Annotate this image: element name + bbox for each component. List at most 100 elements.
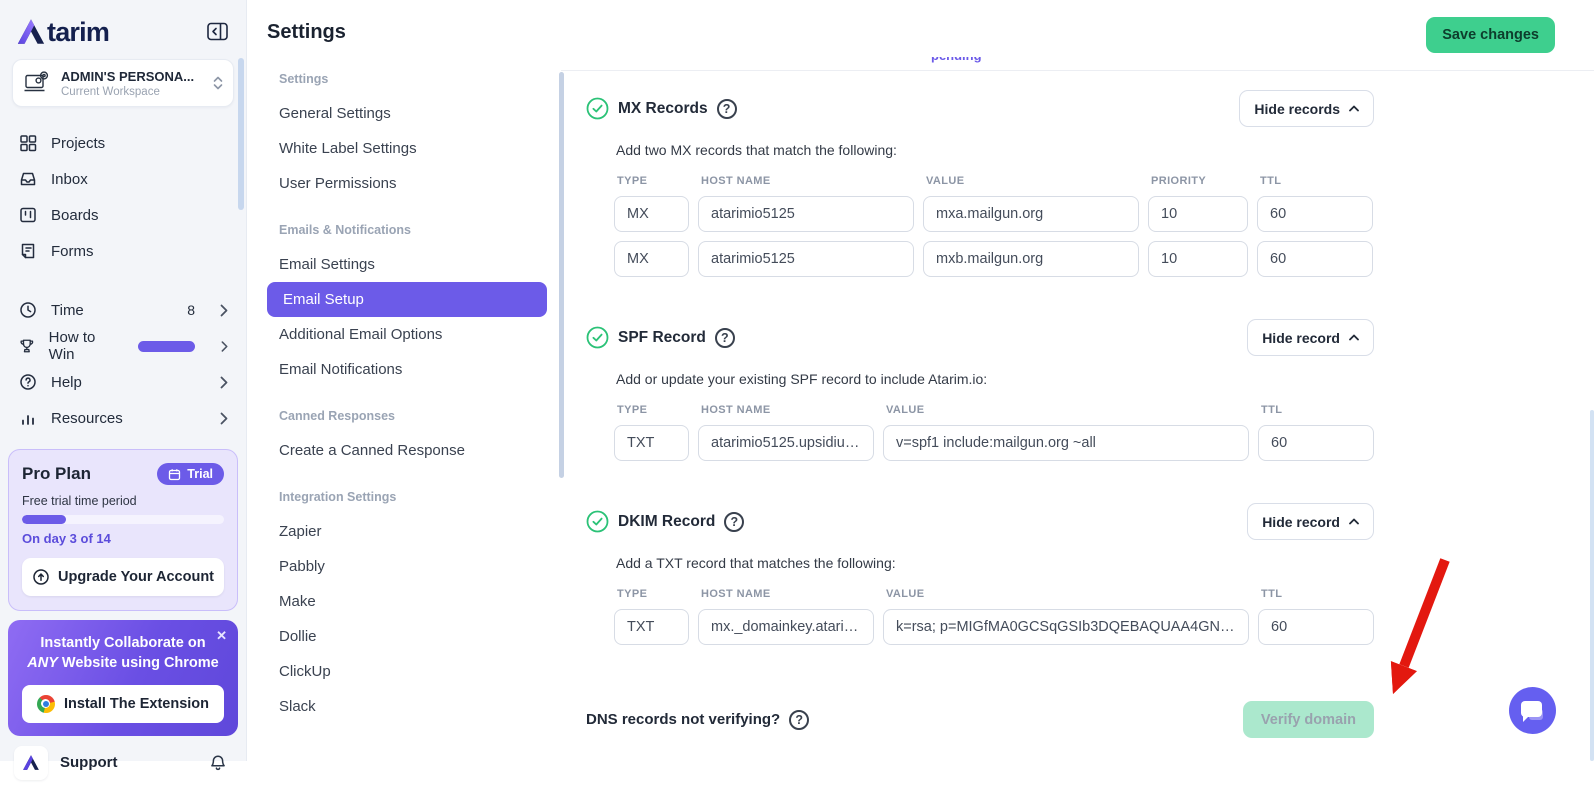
subnav-scrollbar[interactable] <box>559 72 564 478</box>
help-icon[interactable]: ? <box>724 511 745 532</box>
spf-description: Add or update your existing SPF record t… <box>616 371 988 387</box>
sidebar-item-boards[interactable]: Boards <box>18 197 228 233</box>
sidebar-item-how-to-win[interactable]: How to Win <box>18 328 228 364</box>
install-extension-button[interactable]: Install The Extension <box>22 684 224 723</box>
dkim-description: Add a TXT record that matches the follow… <box>616 555 896 571</box>
hide-dkim-record-button[interactable]: Hide record <box>1247 503 1374 540</box>
chevron-updown-icon <box>213 76 223 90</box>
toggle-label: Hide records <box>1254 100 1340 117</box>
sidebar-item-projects[interactable]: Projects <box>18 125 228 161</box>
subnav-item-clickup[interactable]: ClickUp <box>279 663 331 680</box>
dkim-host-field[interactable] <box>698 609 874 645</box>
dkim-value-field[interactable] <box>883 609 1249 645</box>
promo-line2: Website using Chrome <box>57 655 219 672</box>
chrome-logo-icon <box>36 694 55 713</box>
chevron-up-icon <box>1349 105 1359 112</box>
subnav-section-label: Canned Responses <box>279 409 396 423</box>
subnav-item-additional-email-options[interactable]: Additional Email Options <box>279 326 443 343</box>
dkim-record-section: DKIM Record ? Hide record Add a TXT reco… <box>586 503 1374 645</box>
subnav-item-user-permissions[interactable]: User Permissions <box>279 175 397 192</box>
page-title: Settings <box>267 21 346 43</box>
sidebar-collapse-icon[interactable] <box>205 20 230 43</box>
how-to-win-progress-pill <box>138 340 195 352</box>
dkim-ttl-field[interactable] <box>1258 609 1374 645</box>
sidebar-item-time[interactable]: Time 8 <box>18 292 228 328</box>
upgrade-account-button[interactable]: Upgrade Your Account <box>22 558 224 596</box>
trial-badge[interactable]: Trial <box>157 463 224 485</box>
mx-row1-ttl-field[interactable] <box>1257 196 1373 232</box>
column-header-type: TYPE <box>617 404 648 416</box>
trial-subtitle: Free trial time period <box>22 494 137 508</box>
hide-mx-records-button[interactable]: Hide records <box>1239 90 1374 127</box>
atarim-logo[interactable]: tarim <box>16 17 110 47</box>
workspace-subtitle: Current Workspace <box>61 85 160 98</box>
dkim-record-title: DKIM Record <box>618 512 716 530</box>
subnav-item-dollie[interactable]: Dollie <box>279 628 317 645</box>
subnav-item-general-settings[interactable]: General Settings <box>279 105 391 122</box>
chevron-right-icon <box>220 376 228 388</box>
spf-host-field[interactable] <box>698 425 874 461</box>
trial-progress-fill <box>22 515 67 524</box>
sidebar: tarim ADMIN'S PERSONA... Current Workspa… <box>0 0 246 780</box>
trophy-icon <box>20 339 34 353</box>
chevron-right-icon <box>220 412 228 424</box>
mx-row1-priority-field[interactable] <box>1148 196 1248 232</box>
subnav-item-email-notifications[interactable]: Email Notifications <box>279 361 403 378</box>
column-header-type: TYPE <box>617 588 648 600</box>
header-divider <box>561 70 1594 71</box>
support-label[interactable]: Support <box>60 754 118 772</box>
subnav-item-email-settings[interactable]: Email Settings <box>279 256 375 273</box>
close-icon[interactable]: ✕ <box>216 628 227 643</box>
calendar-icon <box>169 468 181 480</box>
install-button-label: Install The Extension <box>63 695 210 712</box>
notification-bell-icon[interactable] <box>208 753 228 773</box>
help-circle-icon <box>20 374 36 390</box>
mx-row2-type-field[interactable] <box>614 241 689 277</box>
sidebar-item-help[interactable]: Help <box>18 364 228 400</box>
column-header-value: VALUE <box>926 175 965 187</box>
verify-domain-button[interactable]: Verify domain <box>1242 701 1374 738</box>
subnav-item-make[interactable]: Make <box>279 593 316 610</box>
mx-row1-host-field[interactable] <box>698 196 914 232</box>
clipped-scrolled-text: pending <box>931 57 982 67</box>
chevron-up-icon <box>1349 518 1359 525</box>
chat-bubble-icon <box>1521 701 1542 722</box>
spf-type-field[interactable] <box>614 425 689 461</box>
hide-spf-record-button[interactable]: Hide record <box>1247 319 1374 356</box>
help-icon[interactable]: ? <box>789 709 810 730</box>
column-header-value: VALUE <box>886 404 925 416</box>
projects-grid-icon <box>20 135 37 152</box>
verified-check-icon <box>586 326 609 349</box>
dkim-type-field[interactable] <box>614 609 689 645</box>
logo-text: tarim <box>47 17 110 47</box>
subnav-item-create-canned-response[interactable]: Create a Canned Response <box>279 442 465 459</box>
sidebar-item-label: Forms <box>51 242 94 260</box>
sidebar-item-forms[interactable]: Forms <box>18 233 228 269</box>
spf-value-field[interactable] <box>883 425 1249 461</box>
help-icon[interactable]: ? <box>716 98 737 119</box>
chat-widget-button[interactable] <box>1509 687 1556 734</box>
sidebar-item-resources[interactable]: Resources <box>18 400 228 436</box>
sidebar-item-inbox[interactable]: Inbox <box>18 161 228 197</box>
main-scrollbar[interactable] <box>1590 410 1594 761</box>
clock-icon <box>20 302 36 318</box>
support-logo-chip[interactable] <box>14 745 48 780</box>
subnav-item-email-setup-active[interactable]: Email Setup <box>267 282 547 317</box>
mx-row2-priority-field[interactable] <box>1148 241 1248 277</box>
mx-row1-type-field[interactable] <box>614 196 689 232</box>
mx-row2-ttl-field[interactable] <box>1257 241 1373 277</box>
mx-row2-host-field[interactable] <box>698 241 914 277</box>
subnav-item-pabbly[interactable]: Pabbly <box>279 558 325 575</box>
mx-row2-value-field[interactable] <box>923 241 1139 277</box>
help-icon[interactable]: ? <box>714 327 735 348</box>
mx-row1-value-field[interactable] <box>923 196 1139 232</box>
workspace-selector[interactable]: ADMIN'S PERSONA... Current Workspace <box>12 59 234 107</box>
sidebar-scrollbar[interactable] <box>238 58 244 210</box>
column-header-value: VALUE <box>886 588 925 600</box>
subnav-item-white-label-settings[interactable]: White Label Settings <box>279 140 417 157</box>
subnav-item-slack[interactable]: Slack <box>279 698 316 715</box>
subnav-item-zapier[interactable]: Zapier <box>279 523 322 540</box>
save-changes-button[interactable]: Save changes <box>1426 17 1555 53</box>
column-header-ttl: TTL <box>1260 175 1282 187</box>
spf-ttl-field[interactable] <box>1258 425 1374 461</box>
